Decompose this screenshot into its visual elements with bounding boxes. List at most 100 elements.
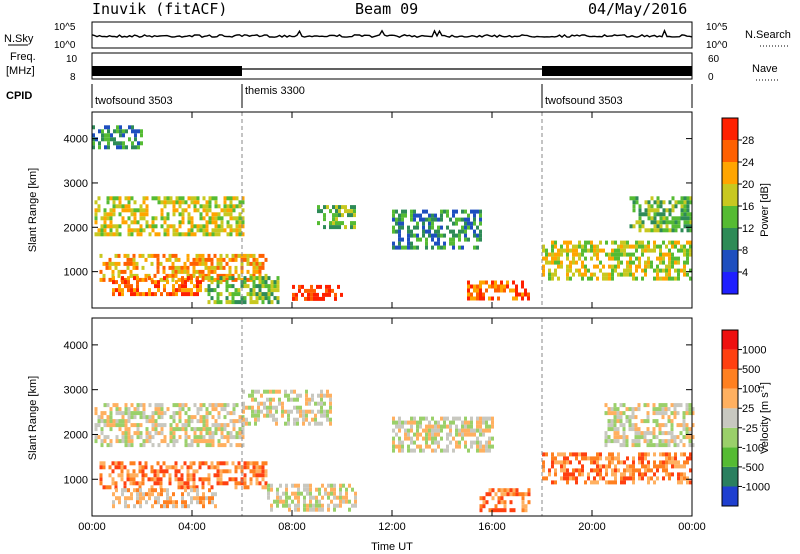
power-cell	[166, 200, 170, 205]
power-cell	[127, 228, 131, 233]
velocity-cell	[631, 411, 635, 416]
velocity-cell	[136, 423, 140, 428]
velocity-cell	[269, 401, 272, 406]
velocity-cell	[121, 411, 125, 416]
velocity-cell	[354, 503, 357, 508]
velocity-cell	[485, 492, 489, 497]
power-cell	[156, 261, 160, 266]
velocity-cell	[287, 393, 290, 398]
power-cell	[407, 229, 410, 234]
velocity-cell	[190, 419, 194, 424]
power-cell	[138, 277, 142, 282]
velocity-cell	[172, 419, 176, 424]
power-cell	[121, 208, 125, 213]
power-cell	[590, 272, 593, 277]
velocity-cell	[634, 415, 638, 420]
power-cell	[174, 265, 178, 270]
velocity-cell	[106, 435, 110, 440]
power-cell	[219, 300, 223, 305]
velocity-cell	[226, 439, 230, 444]
power-cell	[163, 216, 167, 221]
velocity-cell	[323, 401, 326, 406]
velocity-cell	[242, 401, 245, 406]
velocity-cell	[643, 439, 647, 444]
velocity-cell	[112, 419, 116, 424]
velocity-cell	[324, 487, 327, 492]
velocity-cell	[223, 427, 227, 432]
power-cell	[137, 141, 140, 146]
velocity-cell	[613, 427, 617, 432]
velocity-cell	[425, 416, 428, 421]
power-cell	[134, 145, 137, 150]
power-cell	[131, 145, 134, 150]
velocity-cell	[299, 405, 302, 410]
power-cell	[344, 209, 347, 214]
power-cell	[118, 288, 121, 293]
date-title: 04/May/2016	[588, 0, 687, 18]
power-cell	[127, 196, 131, 201]
velocity-cell	[680, 472, 683, 477]
power-cell	[237, 273, 241, 278]
velocity-cell	[488, 488, 492, 493]
power-cell	[101, 129, 104, 134]
power-cell	[210, 269, 214, 274]
velocity-cell	[569, 472, 572, 477]
velocity-cell	[566, 456, 569, 461]
velocity-cell	[242, 409, 245, 414]
power-cell	[449, 217, 452, 222]
velocity-cell	[106, 423, 110, 428]
velocity-cell	[112, 500, 115, 505]
velocity-cell	[662, 452, 665, 457]
power-cell	[668, 208, 672, 213]
velocity-cell	[623, 468, 626, 473]
velocity-cell	[226, 431, 230, 436]
velocity-cell	[631, 423, 635, 428]
power-cell	[127, 200, 131, 205]
velocity-cell	[685, 423, 689, 428]
velocity-cell	[521, 496, 525, 501]
power-cell	[249, 273, 253, 278]
power-cell	[686, 252, 689, 257]
power-cell	[109, 196, 113, 201]
power-cell	[440, 217, 443, 222]
power-cell	[214, 228, 218, 233]
power-cell	[148, 276, 151, 281]
velocity-cell	[199, 431, 203, 436]
velocity-cell	[302, 421, 305, 426]
velocity-cell	[398, 416, 401, 421]
velocity-cell	[443, 416, 446, 421]
power-cell	[674, 204, 678, 209]
velocity-cell	[269, 389, 272, 394]
power-cell	[674, 268, 677, 273]
velocity-cell	[320, 397, 323, 402]
power-cell	[231, 253, 235, 258]
power-cell	[237, 288, 241, 293]
power-cell	[677, 268, 680, 273]
velocity-cell	[312, 503, 315, 508]
power-cell	[596, 276, 599, 281]
velocity-cell	[679, 431, 683, 436]
velocity-cell	[326, 417, 329, 422]
power-cell	[602, 248, 605, 253]
power-cell	[94, 220, 98, 225]
power-cell	[440, 209, 443, 214]
velocity-cell	[458, 444, 461, 449]
power-cell	[217, 224, 221, 229]
velocity-cell	[187, 419, 191, 424]
velocity-cell	[126, 477, 130, 482]
power-cell	[614, 252, 617, 257]
power-cell	[144, 257, 148, 262]
velocity-cell	[662, 460, 665, 465]
power-cell	[163, 204, 167, 209]
velocity-cell	[220, 431, 224, 436]
power-cell	[665, 228, 669, 233]
velocity-cell	[440, 428, 443, 433]
power-cell	[232, 204, 236, 209]
velocity-cell	[419, 448, 422, 453]
velocity-cell	[503, 508, 507, 513]
x-axis-label: Time UT	[371, 541, 413, 553]
power-cell	[617, 256, 620, 261]
velocity-cell	[422, 436, 425, 441]
power-cell	[611, 272, 614, 277]
power-cell	[145, 204, 149, 209]
